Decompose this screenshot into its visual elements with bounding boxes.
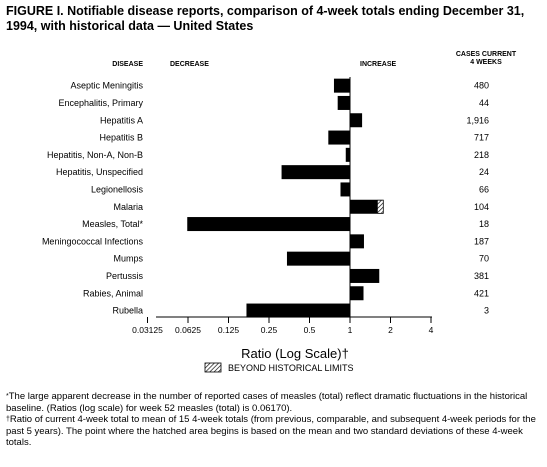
data-row: Measles, Total* 18 bbox=[82, 217, 489, 232]
bar bbox=[337, 95, 350, 110]
bar bbox=[328, 130, 350, 145]
cases-value: 381 bbox=[474, 271, 489, 281]
x-axis-label: Ratio (Log Scale)† bbox=[241, 346, 349, 361]
x-tick-label: 0.03125 bbox=[132, 325, 163, 335]
bar bbox=[286, 251, 350, 266]
cases-value: 3 bbox=[484, 306, 489, 316]
x-tick-label: 2 bbox=[388, 325, 393, 335]
cases-value: 18 bbox=[479, 219, 489, 229]
footnote-dagger: †Ratio of current 4-week total to mean o… bbox=[6, 414, 542, 449]
data-row: Aseptic Meningitis 480 bbox=[70, 78, 489, 93]
footnote-star-text: The large apparent decrease in the numbe… bbox=[6, 391, 528, 414]
data-row: Hepatitis B 717 bbox=[99, 130, 489, 145]
x-tick-label: 0.5 bbox=[304, 325, 316, 335]
bar bbox=[187, 217, 350, 232]
bar bbox=[350, 113, 363, 128]
category-label: Hepatitis, Non-A, Non-B bbox=[47, 150, 143, 160]
x-tick-label: 0.25 bbox=[261, 325, 278, 335]
legend-swatch bbox=[204, 362, 222, 373]
data-row: Malaria 104 bbox=[113, 199, 489, 214]
footnote-dagger-symbol: † bbox=[6, 416, 10, 423]
legend-label: BEYOND HISTORICAL LIMITS bbox=[228, 363, 354, 373]
cases-header-line1: CASES CURRENT bbox=[456, 51, 517, 58]
category-label: Malaria bbox=[113, 202, 143, 212]
data-row: Encephalitis, Primary 44 bbox=[58, 95, 489, 110]
decrease-header: DECREASE bbox=[170, 61, 209, 68]
cases-value: 218 bbox=[474, 150, 489, 160]
bar bbox=[350, 286, 364, 301]
bar bbox=[333, 78, 350, 93]
cases-value: 70 bbox=[479, 254, 489, 264]
increase-header: INCREASE bbox=[360, 61, 397, 68]
data-row: Hepatitis, Unspecified 24 bbox=[56, 165, 489, 180]
data-row: Pertussis 381 bbox=[106, 268, 489, 283]
category-label: Meningococcal Infections bbox=[42, 236, 144, 246]
category-label: Pertussis bbox=[106, 271, 144, 281]
bar bbox=[345, 147, 350, 162]
footnote-star: *The large apparent decrease in the numb… bbox=[6, 391, 542, 414]
data-row: Rubella 3 bbox=[112, 303, 489, 318]
x-tick-label: 0.125 bbox=[218, 325, 240, 335]
cases-value: 480 bbox=[474, 81, 489, 91]
category-label: Mumps bbox=[113, 254, 143, 264]
disease-header: DISEASE bbox=[112, 61, 143, 68]
chart: DISEASE DECREASE INCREASE CASES CURRENT … bbox=[42, 51, 517, 373]
category-label: Hepatitis A bbox=[100, 115, 143, 125]
cases-value: 717 bbox=[474, 133, 489, 143]
bar bbox=[350, 268, 380, 283]
data-row: Hepatitis, Non-A, Non-B 218 bbox=[47, 147, 489, 162]
category-label: Aseptic Meningitis bbox=[70, 81, 143, 91]
cases-header-line2: 4 WEEKS bbox=[470, 59, 502, 66]
bar bbox=[350, 234, 364, 249]
cases-value: 1,916 bbox=[466, 115, 489, 125]
data-row: Meningococcal Infections 187 bbox=[42, 234, 489, 249]
category-label: Legionellosis bbox=[91, 184, 144, 194]
bar bbox=[350, 199, 384, 214]
category-label: Encephalitis, Primary bbox=[58, 98, 143, 108]
data-row: Rabies, Animal 421 bbox=[83, 286, 489, 301]
cases-value: 187 bbox=[474, 236, 489, 246]
data-row: Legionellosis 66 bbox=[91, 182, 489, 197]
x-tick-label: 4 bbox=[429, 325, 434, 335]
bar bbox=[246, 303, 350, 318]
figure-title: FIGURE I. Notifiable disease reports, co… bbox=[6, 4, 525, 33]
category-label: Measles, Total* bbox=[82, 219, 143, 229]
footnote-dagger-text: Ratio of current 4-week total to mean of… bbox=[6, 414, 536, 448]
x-tick-label: 0.0625 bbox=[175, 325, 201, 335]
category-label: Rabies, Animal bbox=[83, 288, 143, 298]
footnote-star-symbol: * bbox=[6, 393, 9, 400]
category-label: Hepatitis, Unspecified bbox=[56, 167, 143, 177]
bar bbox=[281, 165, 350, 180]
cases-value: 66 bbox=[479, 184, 489, 194]
data-row: Hepatitis A 1,916 bbox=[100, 113, 489, 128]
bar-beyond-limits bbox=[377, 199, 384, 214]
cases-value: 421 bbox=[474, 288, 489, 298]
cases-value: 104 bbox=[474, 202, 489, 212]
data-row: Mumps 70 bbox=[113, 251, 489, 266]
footnotes: *The large apparent decrease in the numb… bbox=[6, 391, 542, 449]
cases-value: 44 bbox=[479, 98, 489, 108]
category-label: Rubella bbox=[112, 306, 143, 316]
bar bbox=[340, 182, 350, 197]
cases-value: 24 bbox=[479, 167, 489, 177]
x-tick-label: 1 bbox=[348, 325, 353, 335]
category-label: Hepatitis B bbox=[99, 133, 143, 143]
